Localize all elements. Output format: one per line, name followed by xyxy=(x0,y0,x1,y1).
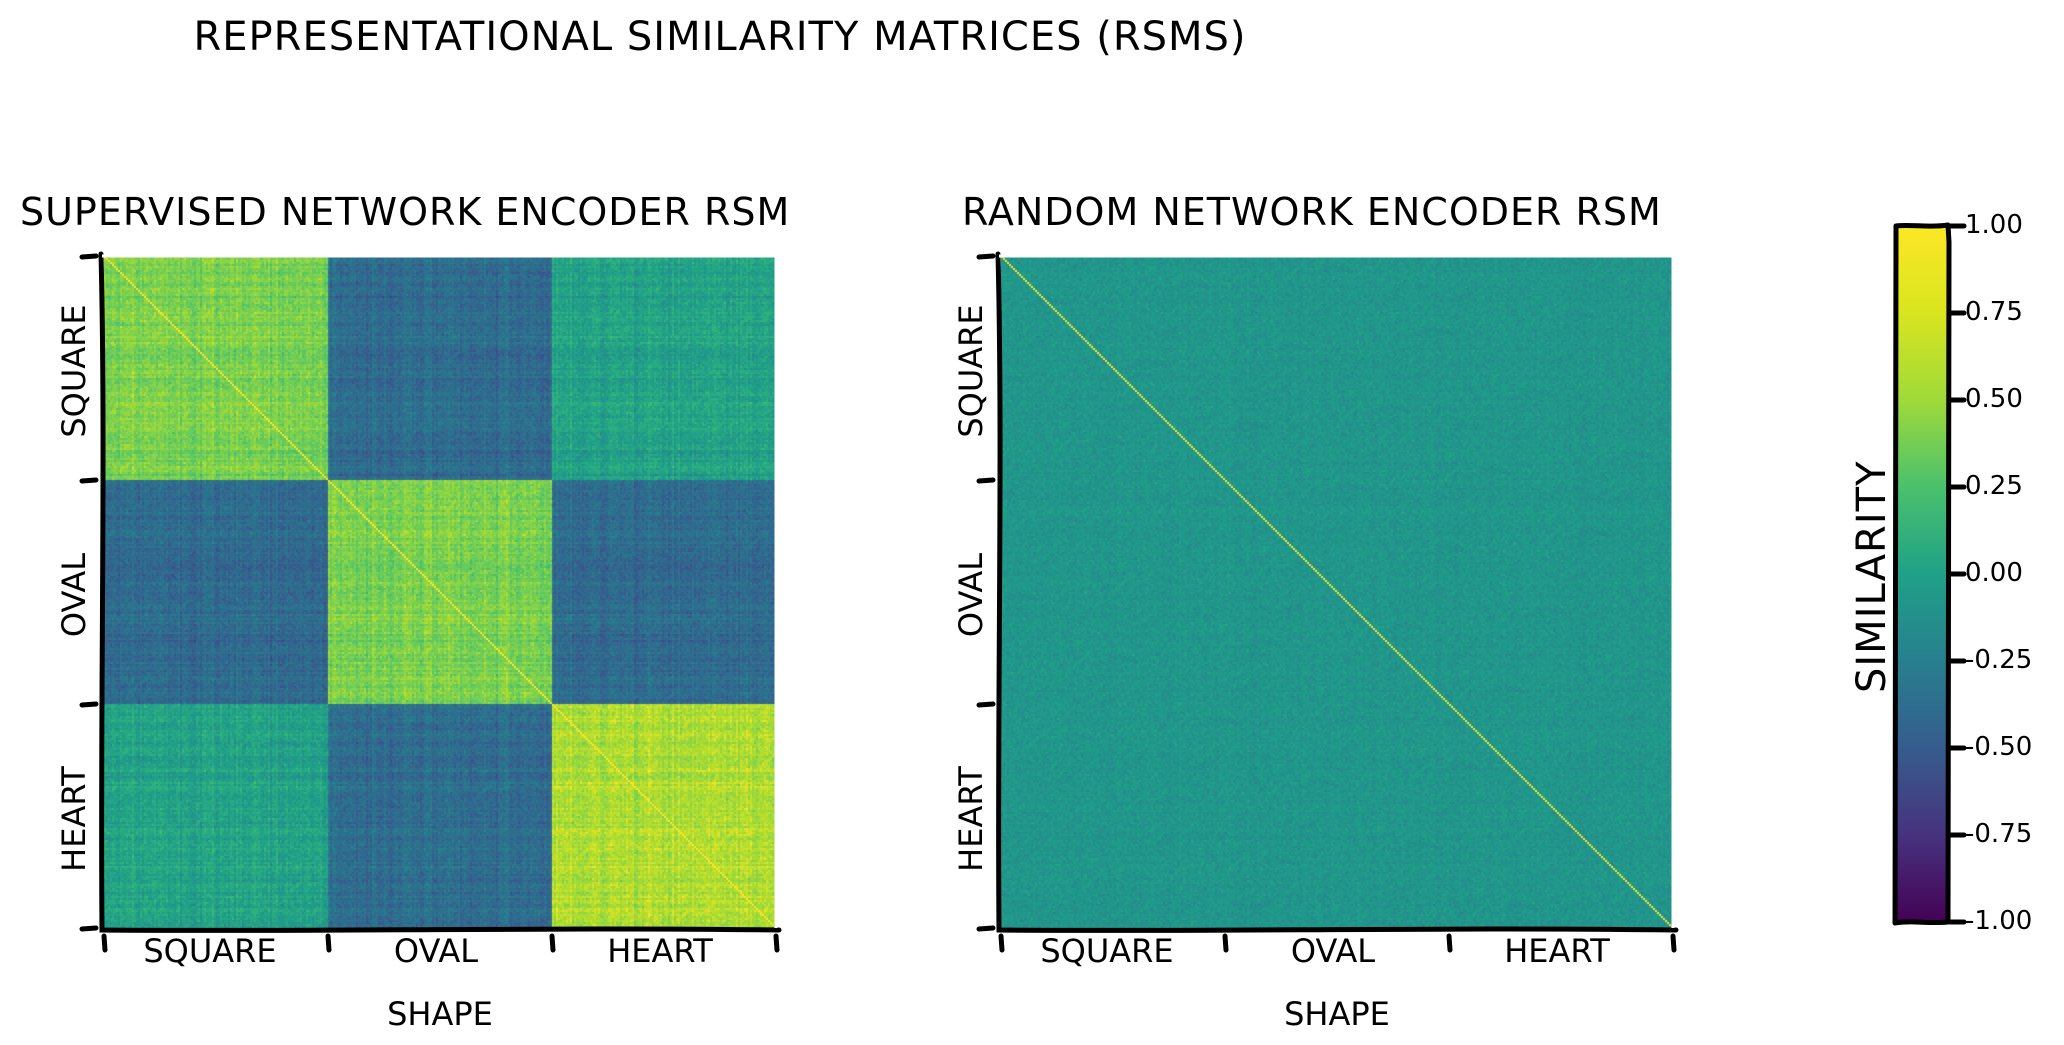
supervised-rsm-title: SUPERVISED NETWORK ENCODER RSM xyxy=(20,190,791,234)
p2-ytick-oval: OVAL xyxy=(952,552,990,638)
ytick-mark xyxy=(976,253,996,260)
p2-xtick-heart: HEART xyxy=(1504,932,1610,970)
colorbar-tick-label: 0.75 xyxy=(1965,297,2023,327)
colorbar-tick-label: -0.75 xyxy=(1965,819,2033,849)
xtick-mark xyxy=(773,933,780,953)
supervised-rsm-frame xyxy=(79,251,782,953)
random-rsm-heatmap xyxy=(976,251,1679,953)
random-rsm-title: RANDOM NETWORK ENCODER RSM xyxy=(962,190,1662,234)
colorbar-label: SIMILARITY xyxy=(1849,460,1895,693)
ytick-mark xyxy=(79,701,99,708)
colorbar-gradient xyxy=(1892,222,1967,926)
colorbar-tick-label: 0.00 xyxy=(1965,558,2023,588)
ytick-mark xyxy=(79,477,99,484)
colorbar-tick-label: -0.25 xyxy=(1965,645,2033,675)
random-rsm-cells xyxy=(1001,256,1673,928)
p1-ytick-heart: HEART xyxy=(55,766,93,872)
p2-ytick-heart: HEART xyxy=(952,766,990,872)
xtick-mark xyxy=(1446,933,1453,953)
colorbar-tick-label: -0.50 xyxy=(1965,732,2033,762)
axis-spines xyxy=(995,251,1679,933)
ytick-mark xyxy=(976,477,996,484)
p1-xtick-heart: HEART xyxy=(607,932,713,970)
ytick-mark xyxy=(79,925,99,932)
ytick-mark xyxy=(976,925,996,932)
supervised-rsm-cells xyxy=(104,256,776,928)
colorbar-tick-label: 1.00 xyxy=(1965,210,2023,240)
p1-xtick-square: SQUARE xyxy=(143,932,277,970)
colorbar-tick-label: -1.00 xyxy=(1965,906,2033,936)
xtick-mark xyxy=(101,933,108,953)
p1-xtick-oval: OVAL xyxy=(393,932,479,970)
colorbar-tick-label: 0.50 xyxy=(1965,384,2023,414)
supervised-rsm-heatmap xyxy=(79,251,782,953)
xtick-mark xyxy=(325,933,332,953)
axis-spines-top-right xyxy=(102,254,778,928)
p1-ytick-square: SQUARE xyxy=(55,304,93,438)
random-rsm-frame xyxy=(976,251,1679,953)
colorbar-tick-label: 0.25 xyxy=(1965,471,2023,501)
figure-title: REPRESENTATIONAL SIMILARITY MATRICES (RS… xyxy=(193,14,1247,60)
xtick-mark xyxy=(1222,933,1229,953)
xtick-mark xyxy=(1670,933,1677,953)
xtick-mark xyxy=(549,933,556,953)
xtick-mark xyxy=(998,933,1005,953)
ytick-mark xyxy=(79,253,99,260)
colorbar xyxy=(1890,222,1967,932)
p1-xlabel: SHAPE xyxy=(387,995,493,1033)
p2-xtick-oval: OVAL xyxy=(1290,932,1376,970)
p2-xlabel: SHAPE xyxy=(1284,995,1390,1033)
p1-ytick-oval: OVAL xyxy=(55,552,93,638)
axis-spines-top-right xyxy=(999,254,1675,928)
p2-ytick-square: SQUARE xyxy=(952,304,990,438)
axis-spines xyxy=(98,251,782,933)
ytick-mark xyxy=(976,701,996,708)
p2-xtick-square: SQUARE xyxy=(1040,932,1174,970)
